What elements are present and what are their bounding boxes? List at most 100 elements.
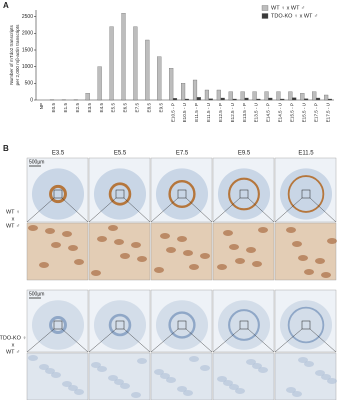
tissue-stain	[228, 177, 260, 211]
zoom-line	[150, 197, 179, 223]
x-label-group: E11.5 - P	[194, 103, 199, 122]
zoom-line	[26, 197, 55, 223]
y-tick-label: 2500	[22, 14, 33, 20]
zoom-box	[115, 320, 125, 330]
row-label: WT ♂	[6, 223, 20, 229]
x-tick-label: E13.5 - P	[242, 103, 247, 122]
x-label-group: E5.5	[111, 103, 116, 113]
x-label-group: E17.5 - U	[325, 103, 330, 122]
cell-stain	[292, 241, 302, 247]
cell-stain	[183, 390, 193, 396]
cell-stain	[246, 247, 256, 253]
row-label: WT ♂	[6, 349, 20, 355]
cell-stain	[258, 227, 268, 233]
bar	[184, 98, 189, 101]
x-label-group: E12.5 - U	[230, 103, 235, 122]
zoom-box	[177, 320, 187, 330]
zoom-box	[239, 320, 249, 330]
x-tick-label: E6.5	[123, 103, 128, 113]
zoom-line	[309, 328, 337, 353]
bar	[121, 13, 126, 101]
cell-stain	[217, 376, 227, 382]
x-label-group: E11.5 - U	[206, 103, 211, 122]
x-tick-label: E0.5	[51, 103, 56, 113]
cell-stain	[200, 253, 210, 259]
bar	[204, 89, 209, 101]
zoom-line	[212, 328, 241, 353]
cell-stain	[68, 385, 78, 391]
tissue	[31, 168, 85, 220]
cell-stain	[108, 225, 118, 231]
zoom-line	[309, 197, 337, 223]
x-label-group: E6.5	[123, 103, 128, 113]
x-tick-label: E15.5 - U	[301, 103, 306, 122]
cell-stain	[200, 365, 210, 371]
x-tick-label: E11.5 - P	[194, 103, 199, 122]
cell-stain	[28, 225, 38, 231]
x-tick-label: E15.5 - P	[289, 103, 294, 122]
tissue-stain	[168, 311, 196, 339]
bar	[292, 97, 297, 101]
zoom-line	[123, 328, 151, 353]
cell-stain	[321, 272, 331, 278]
bar	[327, 98, 333, 101]
x-label-group: E10.5 - U	[182, 103, 187, 122]
cell-stain	[120, 253, 130, 259]
zoom-line	[61, 197, 89, 223]
bar	[181, 83, 186, 101]
bar	[133, 26, 138, 101]
x-label-group: E17.5 - P	[313, 103, 318, 122]
row-label: WT ♀	[6, 209, 20, 215]
cell-stain	[51, 372, 61, 378]
bar	[196, 97, 201, 101]
tissue	[93, 168, 147, 220]
zoom-line	[61, 328, 89, 353]
y-axis-label: Number of mTdo2 transcripts	[9, 25, 14, 85]
x-tick-label: E12.5 - U	[230, 103, 235, 122]
cell-stain	[62, 381, 72, 387]
x-tick-label: E4.5	[99, 103, 104, 113]
bar	[304, 98, 309, 101]
bar	[240, 91, 245, 101]
tissue	[155, 300, 209, 350]
bar	[172, 98, 178, 101]
tissue-stain	[49, 184, 67, 204]
cell-stain	[315, 258, 325, 264]
tissue	[93, 300, 147, 350]
cell-stain	[298, 357, 308, 363]
scale-bar-label: 500µm	[29, 291, 44, 297]
tissue	[217, 300, 271, 350]
cell-stain	[45, 368, 55, 374]
bar	[315, 97, 321, 101]
cell-stain	[97, 366, 107, 372]
x-label-group: E12.5 - P	[218, 103, 223, 122]
cell-stain	[223, 380, 233, 386]
cell-stain	[137, 358, 147, 364]
x-tick-label: E17.5 - U	[325, 103, 330, 122]
cell-stain	[91, 270, 101, 276]
x-label-group: E13.5 - U	[254, 103, 259, 122]
panel-label: B	[3, 144, 9, 153]
cell-stain	[304, 361, 314, 367]
x-label-group: E2.5	[75, 103, 80, 113]
cell-stain	[160, 233, 170, 239]
panel-label: A	[3, 1, 9, 10]
bar	[252, 91, 257, 101]
x-label-group: E0.5	[51, 103, 56, 113]
zoom-line	[185, 197, 213, 223]
x-tick-label: E14.5 - P	[266, 103, 271, 122]
bar	[157, 56, 162, 101]
cell-stain	[120, 383, 130, 389]
tissue-stain	[287, 175, 325, 213]
cell-stain	[189, 264, 199, 270]
x-label-group: E15.5 - P	[289, 103, 294, 122]
zoom-line	[247, 328, 275, 353]
cell-stain	[51, 242, 61, 248]
x-label-group: NP	[39, 103, 44, 109]
column-label: E7.5	[176, 151, 189, 157]
y-tick-label: 1000	[22, 64, 33, 70]
bar	[208, 98, 213, 101]
x-label-group: E9.5	[158, 103, 163, 113]
x-label-group: E4.5	[99, 103, 104, 113]
